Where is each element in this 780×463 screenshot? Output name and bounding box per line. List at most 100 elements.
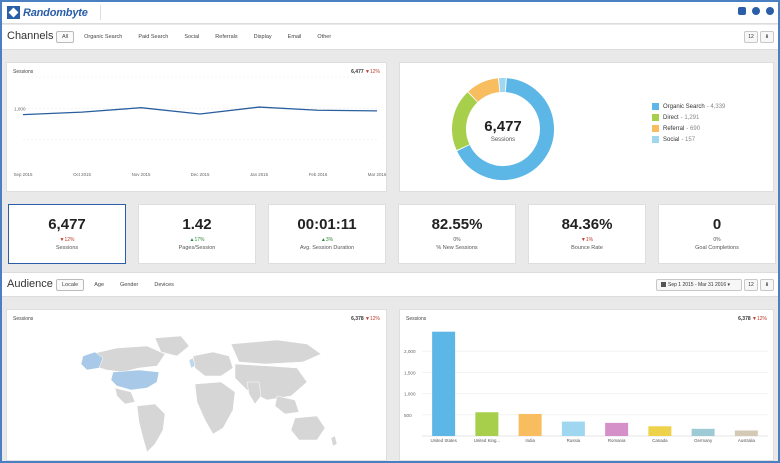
date-range-picker[interactable]: Sep 1 2015 - Mar 31 2016 ▾ xyxy=(656,279,742,291)
kpi-new-sessions[interactable]: 82.55% 0% % New Sessions xyxy=(398,204,516,264)
map-region-alaska xyxy=(80,351,104,371)
tab-other[interactable]: Other xyxy=(317,34,332,40)
map-region-australia xyxy=(290,415,326,441)
map-region-south-america xyxy=(136,403,166,453)
y-tick-label: 500 xyxy=(404,413,412,418)
card-label: Sessions xyxy=(406,316,427,322)
kpi-label: Bounce Rate xyxy=(571,245,603,251)
tab-social[interactable]: Social xyxy=(184,34,200,40)
kpi-delta: ▲3% xyxy=(320,237,334,243)
sessions-map-card: Sessions 6,378 ▼12% xyxy=(6,309,387,461)
legend-name: Social xyxy=(663,136,680,143)
bar-2 xyxy=(518,413,542,436)
sessions-series-line xyxy=(22,106,378,116)
map-region-mexico xyxy=(114,387,136,405)
kpi-sessions[interactable]: 6,477 ▼12% Sessions xyxy=(8,204,126,264)
kpi-bounce-rate[interactable]: 84.36% ▼1% Bounce Rate xyxy=(528,204,646,264)
sessions-line-card: Sessions 6,477 ▼12% 1,000 Sep 2015 Oct 201… xyxy=(6,62,387,192)
bar-3 xyxy=(561,421,585,436)
legend-item[interactable]: Referral - 690 xyxy=(652,125,725,132)
donut-slice-organic-search xyxy=(457,78,554,180)
x-tick-label: Sep 2015 xyxy=(14,172,33,177)
download-button[interactable]: ⬇ xyxy=(760,279,774,291)
tab-email[interactable]: Email xyxy=(287,34,302,40)
y-tick-label: 2,000 xyxy=(404,349,416,354)
x-tick-label: Oct 2015 xyxy=(73,172,91,177)
legend-count: - 4,339 xyxy=(706,103,726,110)
y-tick-label: 1,500 xyxy=(404,370,416,375)
map-region-europe xyxy=(192,351,234,377)
x-tick-label: Mar 2016 xyxy=(368,172,387,177)
x-tick-label: Dec 2015 xyxy=(191,172,210,177)
x-tick-label: Nov 2015 xyxy=(132,172,151,177)
legend-swatch xyxy=(652,125,659,132)
tab-gender[interactable]: Gender xyxy=(120,282,139,288)
top-bar: Randombyte xyxy=(2,2,778,24)
legend-name: Organic Search xyxy=(663,103,705,110)
kpi-value: 82.55% xyxy=(431,216,483,233)
map-region-southeast-asia xyxy=(274,395,300,415)
channel-donut-card: 6,477 Sessions Organic Search - 4,339 Dir… xyxy=(399,62,774,192)
legend-swatch xyxy=(652,114,659,121)
x-tick-label: Romania xyxy=(608,438,626,443)
kpi-delta: 0% xyxy=(713,237,721,243)
bar-6 xyxy=(691,428,715,436)
audience-tabs: Locale Age Gender Devices xyxy=(56,279,184,291)
x-tick-label: Feb 2016 xyxy=(309,172,328,177)
channel-donut-chart: 6,477 Sessions xyxy=(452,78,554,180)
kpi-delta: 0% xyxy=(453,237,461,243)
chat-icon[interactable] xyxy=(738,7,746,15)
legend-name: Referral xyxy=(663,125,685,132)
grid-size-button[interactable]: 12 xyxy=(744,279,758,291)
bell-icon[interactable] xyxy=(752,7,760,15)
legend-count: - 157 xyxy=(681,136,696,143)
bar-7 xyxy=(734,430,758,436)
divider xyxy=(100,5,101,20)
channels-header: Channels All Organic Search Paid Search … xyxy=(2,25,778,50)
kpi-value: 0 xyxy=(712,216,722,233)
grid-size-button[interactable]: 12 xyxy=(744,31,758,43)
kpi-delta: ▼12% xyxy=(59,237,75,243)
audience-title: Audience xyxy=(7,278,53,290)
legend-item[interactable]: Social - 157 xyxy=(652,136,725,143)
tab-paid-search[interactable]: Paid Search xyxy=(138,34,169,40)
legend-item[interactable]: Direct - 1,291 xyxy=(652,114,725,121)
legend-item[interactable]: Organic Search - 4,339 xyxy=(652,103,725,110)
kpi-label: Avg. Session Duration xyxy=(299,245,355,251)
map-region-africa xyxy=(194,381,236,435)
tab-devices[interactable]: Devices xyxy=(154,282,174,288)
tab-all[interactable]: All xyxy=(56,31,75,43)
world-map[interactable] xyxy=(7,310,388,461)
map-region-usa xyxy=(110,369,160,391)
tab-organic-search[interactable]: Organic Search xyxy=(84,34,123,40)
country-bar-chart: 2,000 1,500 1,000 500 United States United Ki… xyxy=(404,331,768,443)
audience-header: Audience Locale Age Gender Devices Sep 1… xyxy=(2,272,778,297)
tab-display[interactable]: Display xyxy=(253,34,272,40)
app-name: Randombyte xyxy=(23,6,88,19)
logo[interactable]: Randombyte xyxy=(7,6,88,19)
map-region-asia xyxy=(234,363,308,401)
legend-swatch xyxy=(652,136,659,143)
legend-name: Direct xyxy=(663,114,679,121)
map-region-canada xyxy=(90,345,166,373)
channel-tabs: All Organic Search Paid Search Social Re… xyxy=(56,31,341,43)
x-tick-label: United King... xyxy=(474,438,500,443)
kpi-pages-session[interactable]: 1.42 ▲17% Pages/Session xyxy=(138,204,256,264)
tab-referrals[interactable]: Referrals xyxy=(215,34,238,40)
kpi-goal-completions[interactable]: 0 0% Goal Completions xyxy=(658,204,776,264)
logo-icon xyxy=(7,6,20,19)
kpi-label: Sessions xyxy=(55,245,79,251)
kpi-delta: ▼1% xyxy=(580,237,594,243)
kpi-avg-session-duration[interactable]: 00:01:11 ▲3% Avg. Session Duration xyxy=(268,204,386,264)
x-tick-label: Jan 2016 xyxy=(250,172,269,177)
bar-5 xyxy=(648,426,672,436)
help-icon[interactable] xyxy=(766,7,774,15)
donut-slice-direct xyxy=(452,92,478,151)
kpi-value: 6,477 xyxy=(48,216,86,233)
kpi-label: Pages/Session xyxy=(178,245,216,251)
sessions-line-chart: 1,000 Sep 2015 Oct 2015 Nov 2015 Dec 2015 Jan… xyxy=(14,76,387,177)
tab-locale[interactable]: Locale xyxy=(56,279,85,291)
download-button[interactable]: ⬇ xyxy=(760,31,774,43)
tab-age[interactable]: Age xyxy=(94,282,105,288)
map-region-uk xyxy=(188,357,196,369)
